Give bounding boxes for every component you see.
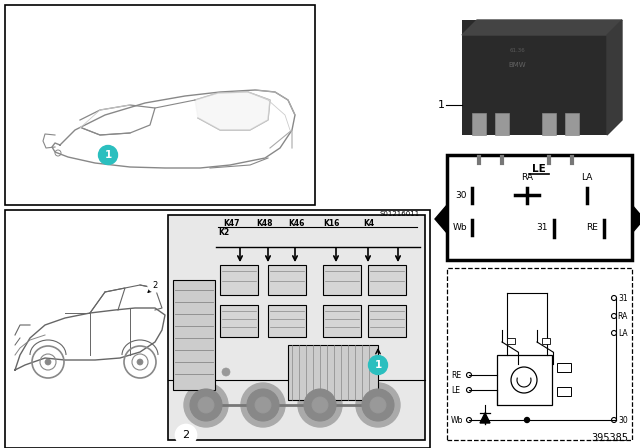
Text: K16: K16 xyxy=(323,219,339,228)
Text: S01216011: S01216011 xyxy=(380,211,420,217)
Bar xyxy=(220,265,258,295)
Circle shape xyxy=(356,383,400,427)
Bar xyxy=(323,265,361,295)
Bar xyxy=(288,345,378,400)
Bar xyxy=(542,338,550,344)
Bar xyxy=(220,305,258,337)
Circle shape xyxy=(190,389,222,421)
Circle shape xyxy=(45,359,51,365)
Text: LA: LA xyxy=(581,172,593,181)
Bar xyxy=(368,265,406,295)
Text: Wb: Wb xyxy=(453,223,468,232)
Bar xyxy=(268,265,306,295)
Bar xyxy=(447,155,632,260)
Circle shape xyxy=(175,425,196,445)
Text: 395385: 395385 xyxy=(591,433,628,443)
Bar xyxy=(507,338,515,344)
Text: 30: 30 xyxy=(618,415,628,425)
Bar xyxy=(462,20,607,135)
Text: BMW: BMW xyxy=(508,62,526,68)
Text: RE: RE xyxy=(586,223,598,232)
Text: LE: LE xyxy=(451,385,460,395)
Text: 2: 2 xyxy=(182,430,189,440)
Text: K4: K4 xyxy=(363,219,374,228)
Text: 1: 1 xyxy=(438,100,445,110)
Text: LA: LA xyxy=(618,328,628,337)
Text: LE: LE xyxy=(532,164,546,174)
Circle shape xyxy=(137,359,143,365)
Bar xyxy=(447,268,632,440)
Bar xyxy=(495,113,509,135)
Polygon shape xyxy=(480,413,490,423)
Circle shape xyxy=(241,383,285,427)
Bar xyxy=(323,305,361,337)
Bar xyxy=(472,113,486,135)
Bar xyxy=(542,113,556,135)
Circle shape xyxy=(298,383,342,427)
Text: 2: 2 xyxy=(152,280,157,289)
Text: K46: K46 xyxy=(288,219,305,228)
Circle shape xyxy=(304,389,336,421)
Circle shape xyxy=(148,278,162,292)
Circle shape xyxy=(362,389,394,421)
Bar xyxy=(565,113,579,135)
Bar xyxy=(268,305,306,337)
Text: Wb: Wb xyxy=(451,415,463,425)
Circle shape xyxy=(99,146,118,164)
Bar xyxy=(173,280,215,390)
Circle shape xyxy=(312,397,328,413)
Circle shape xyxy=(370,397,386,413)
Circle shape xyxy=(222,368,230,376)
Circle shape xyxy=(184,383,228,427)
Text: 1: 1 xyxy=(374,360,381,370)
Text: 31: 31 xyxy=(536,223,548,232)
Circle shape xyxy=(525,418,529,422)
Polygon shape xyxy=(462,20,622,35)
Polygon shape xyxy=(632,205,640,233)
Text: 30: 30 xyxy=(455,190,467,199)
Text: RE: RE xyxy=(451,370,461,379)
Circle shape xyxy=(198,397,214,413)
Text: 1: 1 xyxy=(104,150,111,160)
Bar xyxy=(5,210,430,448)
Circle shape xyxy=(247,389,279,421)
Bar xyxy=(497,355,552,405)
Bar xyxy=(557,363,571,372)
Circle shape xyxy=(255,397,271,413)
Bar xyxy=(168,215,425,440)
Text: 61.36: 61.36 xyxy=(509,47,525,52)
Text: K2: K2 xyxy=(218,228,229,237)
Text: 31: 31 xyxy=(618,293,628,302)
Text: K48: K48 xyxy=(256,219,273,228)
Bar xyxy=(557,387,571,396)
Circle shape xyxy=(369,356,387,375)
Text: K47: K47 xyxy=(223,219,239,228)
Text: RA: RA xyxy=(618,311,628,320)
Bar xyxy=(368,305,406,337)
Polygon shape xyxy=(607,20,622,135)
Bar xyxy=(5,5,315,205)
Polygon shape xyxy=(435,205,447,233)
Polygon shape xyxy=(195,92,270,130)
Text: RA: RA xyxy=(521,172,533,181)
